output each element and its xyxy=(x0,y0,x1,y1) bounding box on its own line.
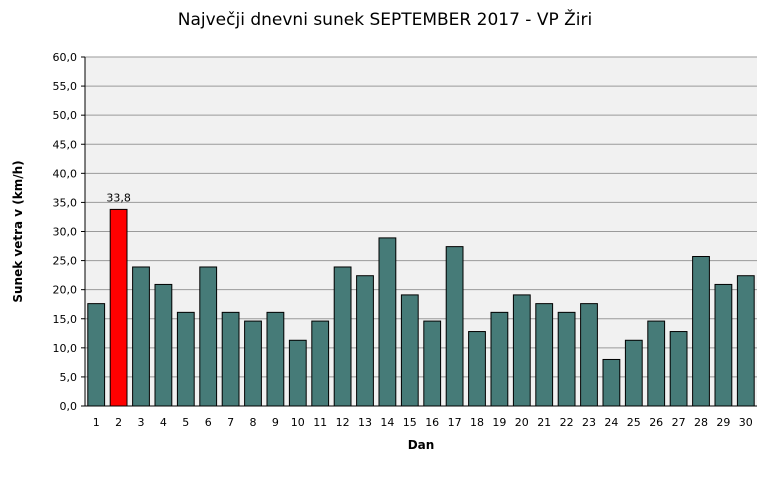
bar xyxy=(87,303,106,407)
bar xyxy=(266,311,285,407)
bar xyxy=(602,358,621,407)
bar xyxy=(244,320,262,407)
y-tick-label: 15,0 xyxy=(53,313,78,326)
bar xyxy=(288,339,307,407)
data-label: 33,8 xyxy=(106,191,131,204)
y-tick-label: 10,0 xyxy=(53,342,78,355)
x-tick-label: 14 xyxy=(380,416,394,429)
x-tick-label: 19 xyxy=(492,416,506,429)
x-tick-label: 24 xyxy=(604,416,618,429)
y-tick-label: 30,0 xyxy=(53,226,78,239)
bar xyxy=(199,266,218,407)
y-tick-label: 45,0 xyxy=(53,138,78,151)
x-tick-label: 4 xyxy=(160,416,167,429)
x-tick-label: 16 xyxy=(425,416,439,429)
bar xyxy=(423,320,442,407)
y-tick-label: 50,0 xyxy=(53,109,78,122)
bar xyxy=(692,256,710,407)
bar xyxy=(490,311,509,407)
x-tick-label: 29 xyxy=(716,416,730,429)
x-tick-label: 26 xyxy=(649,416,663,429)
bar xyxy=(580,303,598,407)
bar xyxy=(512,294,531,407)
x-tick-label: 17 xyxy=(448,416,462,429)
x-tick-label: 12 xyxy=(336,416,350,429)
x-tick-label: 8 xyxy=(250,416,257,429)
bar xyxy=(378,237,397,407)
bar xyxy=(468,331,486,407)
bar xyxy=(356,275,374,407)
bar xyxy=(311,320,330,407)
x-tick-label: 7 xyxy=(227,416,234,429)
y-tick-label: 60,0 xyxy=(53,51,78,64)
bar xyxy=(714,283,733,407)
y-tick-label: 55,0 xyxy=(53,80,78,93)
x-tick-label: 3 xyxy=(138,416,145,429)
x-tick-label: 6 xyxy=(205,416,212,429)
bar xyxy=(154,283,173,407)
bar xyxy=(557,311,576,407)
bar xyxy=(400,294,419,407)
x-tick-label: 10 xyxy=(291,416,305,429)
x-tick-label: 23 xyxy=(582,416,596,429)
x-tick-label: 1 xyxy=(93,416,100,429)
bar xyxy=(132,266,150,407)
y-tick-label: 20,0 xyxy=(53,284,78,297)
bar xyxy=(624,339,643,407)
x-tick-label: 21 xyxy=(537,416,551,429)
y-tick-label: 35,0 xyxy=(53,196,78,209)
y-tick-label: 40,0 xyxy=(53,167,78,180)
bar xyxy=(333,266,352,407)
y-tick-label: 0,0 xyxy=(60,400,78,413)
x-tick-label: 2 xyxy=(115,416,122,429)
x-tick-label: 25 xyxy=(627,416,641,429)
y-tick-label: 25,0 xyxy=(53,255,78,268)
x-tick-label: 22 xyxy=(560,416,574,429)
x-tick-label: 5 xyxy=(182,416,189,429)
x-tick-label: 30 xyxy=(739,416,753,429)
bar xyxy=(535,303,554,407)
bar xyxy=(647,320,666,407)
bar xyxy=(176,311,195,407)
bar-highlight xyxy=(109,208,128,407)
bar xyxy=(221,311,240,407)
bar xyxy=(736,275,755,407)
chart-title: Največji dnevni sunek SEPTEMBER 2017 - V… xyxy=(177,10,593,30)
x-axis-title: Dan xyxy=(408,438,435,452)
x-tick-label: 18 xyxy=(470,416,484,429)
x-tick-label: 11 xyxy=(313,416,327,429)
bar xyxy=(669,331,688,407)
x-tick-label: 13 xyxy=(358,416,372,429)
x-tick-label: 15 xyxy=(403,416,417,429)
y-tick-label: 5,0 xyxy=(60,371,78,384)
x-tick-label: 20 xyxy=(515,416,529,429)
x-tick-label: 28 xyxy=(694,416,708,429)
bar xyxy=(445,246,464,407)
y-axis-title: Sunek vetra v (km/h) xyxy=(11,160,25,302)
x-tick-label: 27 xyxy=(672,416,686,429)
x-tick-label: 9 xyxy=(272,416,279,429)
